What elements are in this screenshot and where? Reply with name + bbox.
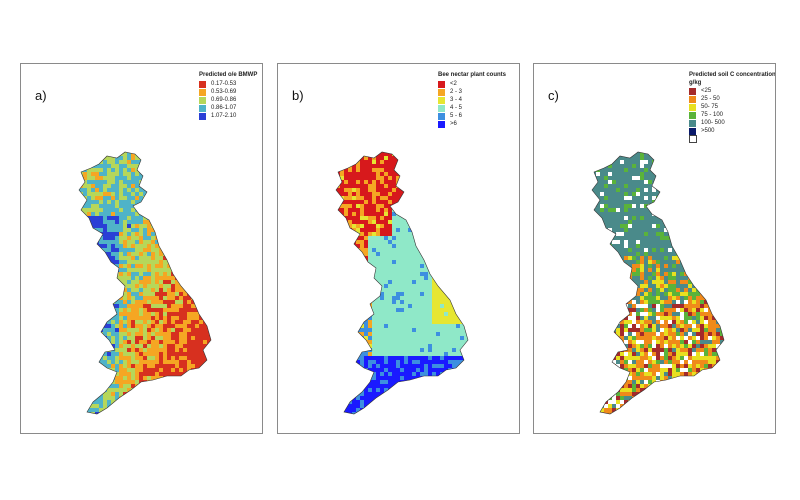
legend-item: <2: [438, 80, 506, 88]
legend-label: >500: [701, 128, 715, 134]
legend-label: 3 - 4: [450, 97, 463, 103]
legend-item: <25: [689, 87, 775, 95]
legend-item: 0.86-1.07: [199, 104, 257, 112]
legend: Bee nectar plant counts <2 2 - 3 3 - 4 4 - …: [438, 72, 506, 128]
legend-swatch: [689, 127, 696, 135]
legend-item: >6: [438, 120, 506, 128]
legend-label: 4 - 5: [450, 105, 463, 111]
legend-unit: g/kg: [689, 80, 702, 86]
legend: Predicted soil C concentration g/kg <25 2…: [689, 72, 776, 143]
legend-label: 0.86-1.07: [211, 105, 237, 111]
legend-item: [689, 135, 775, 143]
map-panel-c: c) Predicted soil C concentration g/kg <…: [533, 63, 776, 434]
legend-item: 4 - 5: [438, 104, 506, 112]
legend-item: 100- 500: [689, 119, 775, 127]
legend-item: 3 - 4: [438, 96, 506, 104]
panel-label: c): [548, 88, 559, 103]
legend-swatch: [199, 80, 206, 88]
legend-swatch: [199, 112, 206, 120]
legend-item: 50- 75: [689, 103, 775, 111]
legend: Predicted o/e BMWP 0.17-0.53 0.53-0.69 0.6…: [199, 72, 257, 120]
legend-label: 100- 500: [701, 120, 725, 126]
legend-swatch: [689, 111, 696, 119]
legend-label: <2: [450, 81, 457, 87]
legend-swatch: [199, 88, 206, 96]
legend-label: 2 - 3: [450, 89, 463, 95]
legend-swatch: [438, 88, 445, 96]
legend-label: 5 - 6: [450, 113, 463, 119]
bee-nectar-raster: [336, 152, 468, 414]
legend-swatch: [438, 80, 445, 88]
legend-label: 75 - 100: [701, 112, 724, 118]
legend-swatch: [689, 95, 696, 103]
soil-carbon-raster: [592, 152, 724, 414]
legend-item: 2 - 3: [438, 88, 506, 96]
uk-map-bee-nectar: [335, 151, 469, 415]
bmwp-raster: [79, 152, 211, 414]
legend-swatch: [438, 104, 445, 112]
legend-label: >6: [450, 121, 457, 127]
legend-title: Predicted soil C concentration: [689, 72, 776, 78]
legend-swatch: [438, 112, 445, 120]
legend-item: 0.69-0.86: [199, 96, 257, 104]
legend-item: 1.07-2.10: [199, 112, 257, 120]
map-panel-b: b) Bee nectar plant counts <2 2 - 3 3 - 4 4…: [277, 63, 520, 434]
legend-label: 0.17-0.53: [211, 81, 237, 87]
legend-swatch: [689, 135, 697, 143]
legend-label: 0.53-0.69: [211, 89, 237, 95]
legend-swatch: [199, 96, 206, 104]
legend-item: 0.53-0.69: [199, 88, 257, 96]
legend-item: 5 - 6: [438, 112, 506, 120]
uk-map-soil-carbon: [591, 151, 725, 415]
legend-label: <25: [701, 88, 712, 94]
panel-label: a): [35, 88, 47, 103]
uk-map-bmwp: [78, 151, 212, 415]
legend-label: 25 - 50: [701, 96, 720, 102]
legend-swatch: [438, 96, 445, 104]
legend-title: Bee nectar plant counts: [438, 72, 507, 78]
legend-label: 1.07-2.10: [211, 113, 237, 119]
legend-swatch: [689, 103, 696, 111]
legend-item: >500: [689, 127, 775, 135]
legend-label: 0.69-0.86: [211, 97, 237, 103]
legend-item: 0.17-0.53: [199, 80, 257, 88]
legend-item: 25 - 50: [689, 95, 775, 103]
legend-swatch: [689, 87, 696, 95]
panel-label: b): [292, 88, 304, 103]
map-panel-a: a) Predicted o/e BMWP 0.17-0.53 0.53-0.69…: [20, 63, 263, 434]
legend-title: Predicted o/e BMWP: [199, 72, 258, 78]
legend-label: 50- 75: [701, 104, 719, 110]
legend-swatch: [199, 104, 206, 112]
legend-swatch: [689, 119, 696, 127]
legend-swatch: [438, 120, 445, 128]
legend-item: 75 - 100: [689, 111, 775, 119]
